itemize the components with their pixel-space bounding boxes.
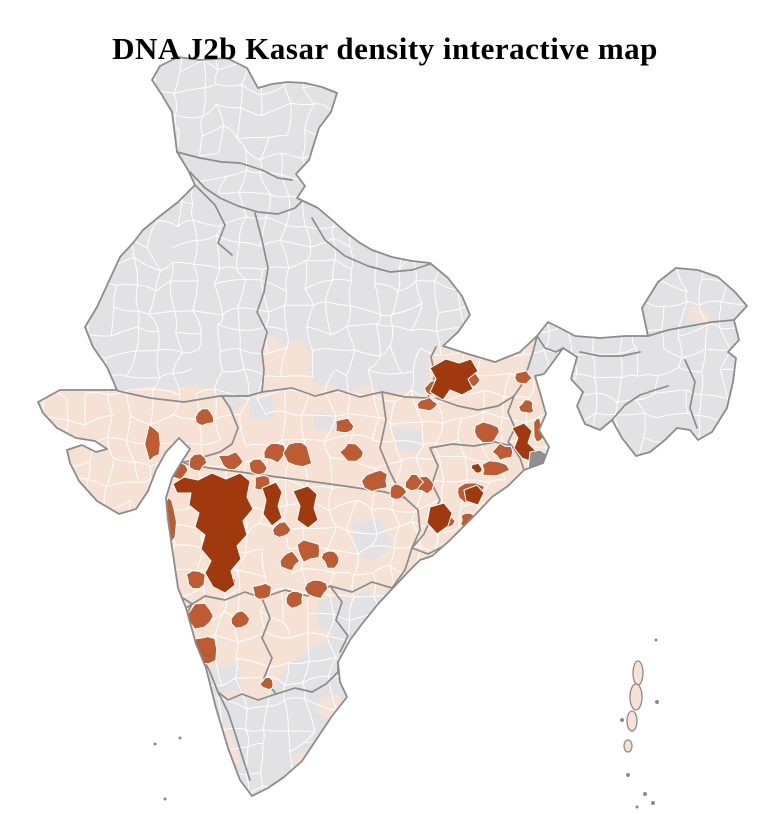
region-chhattisgarh-gray-2[interactable] <box>393 427 423 453</box>
islet <box>626 773 630 777</box>
state-border <box>254 212 269 293</box>
region-hyderabad-medium[interactable] <box>285 590 304 609</box>
region-marathwada-east-high[interactable] <box>292 485 319 529</box>
state-border <box>194 184 233 256</box>
region-mehsana-medium[interactable] <box>194 408 215 427</box>
state-border <box>435 385 522 411</box>
state-border <box>189 171 306 215</box>
region-sundarbans-water[interactable] <box>527 449 549 477</box>
islet <box>620 718 624 722</box>
state-border <box>511 445 525 471</box>
region-westmp-gray[interactable] <box>248 396 274 420</box>
region-pune-satara-high-cluster[interactable] <box>172 472 254 594</box>
region-puri-high[interactable] <box>463 484 485 506</box>
region-latur-medium[interactable] <box>279 550 301 572</box>
india-outline <box>37 56 748 797</box>
region-jabalpur-medium[interactable] <box>361 469 388 493</box>
region-karimnagar-medium[interactable] <box>303 579 329 599</box>
islet <box>635 805 639 809</box>
state-border <box>256 291 268 393</box>
region-kolhapur-medium[interactable] <box>185 570 206 590</box>
islet <box>163 797 167 801</box>
state-border <box>404 497 421 549</box>
region-odisha-north-medium[interactable] <box>481 460 511 477</box>
state-border <box>117 390 263 403</box>
region-wb-southwest-medium[interactable] <box>491 442 514 461</box>
region-patna-high-cluster[interactable] <box>429 358 479 401</box>
region-bellary-medium[interactable] <box>230 610 251 629</box>
state-border <box>647 319 735 337</box>
state-border <box>261 387 429 399</box>
islet <box>153 742 157 746</box>
region-odisha-small-high[interactable] <box>470 462 483 474</box>
region-malda-medium[interactable] <box>514 370 533 385</box>
region-odisha-coast-medium-2[interactable] <box>460 512 476 528</box>
island-andaman-south[interactable] <box>626 710 638 732</box>
region-assam-district-low[interactable] <box>688 306 710 326</box>
region-bhopal-medium[interactable] <box>282 441 313 468</box>
state-border <box>217 691 251 781</box>
islet <box>643 792 647 796</box>
island-little-andaman[interactable] <box>623 739 633 753</box>
island-andaman-north[interactable] <box>632 660 644 686</box>
region-saurashtra-medium[interactable] <box>144 424 161 462</box>
region-jalna-high[interactable] <box>261 481 283 527</box>
page-title: DNA J2b Kasar density interactive map <box>112 30 658 66</box>
region-bangalore-medium[interactable] <box>259 676 274 691</box>
state-border <box>217 691 277 701</box>
islet <box>651 801 655 805</box>
region-central-east-low[interactable] <box>166 334 549 702</box>
islet <box>654 638 658 642</box>
region-indore-medium[interactable] <box>263 442 287 464</box>
state-border <box>176 151 293 181</box>
state-border <box>311 217 431 273</box>
region-amravati-medium[interactable] <box>272 521 292 538</box>
region-nanded-medium[interactable] <box>296 539 321 563</box>
state-border <box>579 351 641 357</box>
region-sagar-medium[interactable] <box>335 417 355 433</box>
region-nashik-east-medium[interactable] <box>188 453 208 472</box>
region-telangana-east-medium[interactable] <box>320 550 340 569</box>
islet <box>178 736 182 740</box>
state-border <box>684 359 698 429</box>
region-solapur-east-medium[interactable] <box>252 582 272 600</box>
region-jalgaon-medium[interactable] <box>217 451 244 471</box>
region-raipur-medium[interactable] <box>389 483 408 500</box>
region-medinipur-medium[interactable] <box>474 421 500 444</box>
region-odisha-west-medium[interactable] <box>404 473 424 492</box>
region-east-up-medium[interactable] <box>416 396 439 412</box>
region-cuttack-high[interactable] <box>426 502 453 535</box>
state-border <box>411 447 441 549</box>
region-buldhana-medium[interactable] <box>248 458 268 476</box>
state-border <box>329 585 349 653</box>
islet <box>655 700 659 704</box>
island-andaman-middle[interactable] <box>629 683 643 711</box>
state-border <box>536 335 564 353</box>
state-border <box>611 385 669 421</box>
state-border <box>182 597 193 613</box>
region-wb-mid-medium[interactable] <box>518 399 535 414</box>
region-seoni-medium[interactable] <box>339 442 364 462</box>
